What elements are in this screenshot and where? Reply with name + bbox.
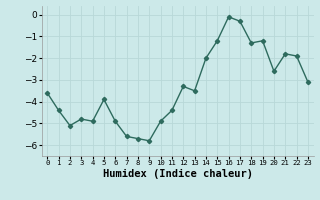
X-axis label: Humidex (Indice chaleur): Humidex (Indice chaleur) xyxy=(103,169,252,179)
